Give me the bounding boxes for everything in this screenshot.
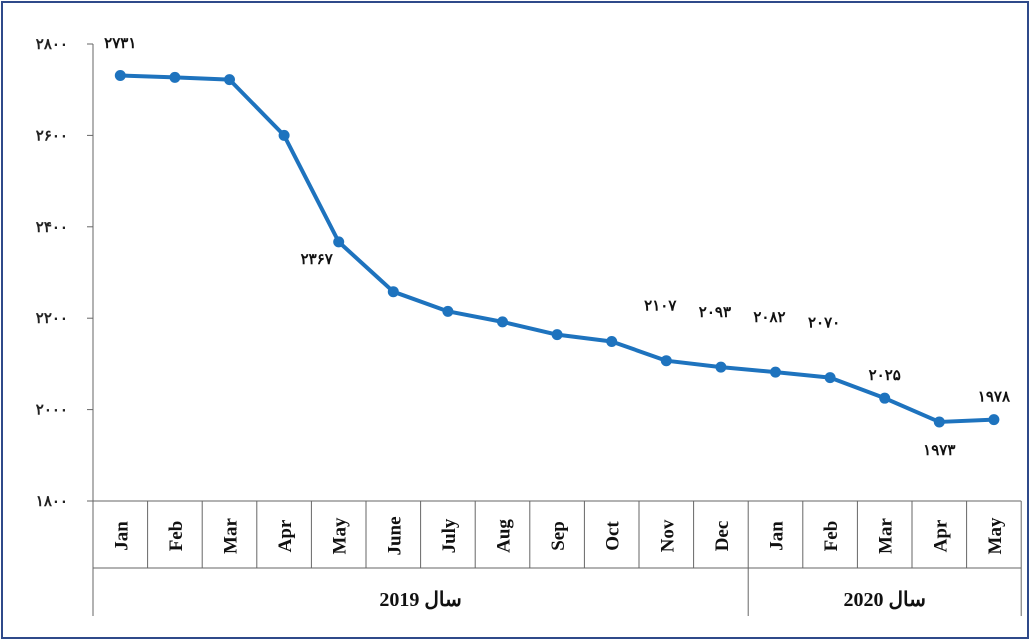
- series-line: [120, 73, 994, 424]
- data-point: [169, 71, 181, 83]
- y-tick-label: ۲۸۰۰: [36, 35, 68, 53]
- data-point: [660, 355, 672, 367]
- x-tick-label: Oct: [603, 521, 624, 551]
- data-point: [278, 129, 290, 141]
- y-tick-label: ۲۴۰۰: [36, 218, 68, 236]
- x-tick-label: May: [330, 517, 351, 554]
- x-tick-label: Mar: [221, 518, 242, 554]
- data-label: ۱۹۷۳: [923, 441, 955, 459]
- data-point: [824, 372, 836, 384]
- data-label: ۲۳۶۷: [301, 250, 334, 268]
- y-tick-label: ۲۲۰۰: [36, 309, 68, 327]
- x-tick-label: May: [985, 517, 1006, 554]
- data-point: [879, 392, 891, 404]
- x-tick-label: Mar: [876, 518, 897, 554]
- x-tick-label: Jan: [111, 521, 132, 551]
- x-tick-label: Apr: [275, 519, 296, 552]
- data-point: [770, 366, 781, 378]
- x-tick-label: Nov: [657, 519, 678, 552]
- data-label: ۱۹۷۸: [978, 388, 1011, 406]
- data-label: ۲۰۹۳: [699, 303, 731, 321]
- x-tick-label: Sep: [548, 521, 569, 551]
- data-point: [715, 361, 727, 373]
- data-label: ۲۷۳۱: [104, 34, 136, 52]
- x-tick-label: Apr: [930, 519, 951, 552]
- y-tick-label: ۲۰۰۰: [36, 401, 68, 419]
- data-point: [606, 336, 618, 348]
- y-tick-label: ۲۶۰۰: [36, 126, 68, 144]
- x-tick-label: Jan: [767, 521, 788, 551]
- x-tick-label: Feb: [821, 521, 842, 552]
- data-point: [551, 329, 563, 341]
- data-label: ۲۰۸۲: [753, 308, 785, 326]
- data-point: [497, 316, 508, 328]
- x-tick-label: July: [439, 518, 460, 553]
- data-point: [224, 74, 235, 86]
- x-group-label: سال 2020: [844, 589, 926, 611]
- data-label: ۲۱۰۷: [644, 297, 677, 315]
- x-tick-label: June: [384, 516, 405, 555]
- x-tick-label: Feb: [166, 521, 187, 552]
- data-point: [387, 286, 399, 298]
- data-label: ۲۰۲۵: [869, 366, 901, 384]
- x-group-label: سال 2019: [379, 589, 461, 611]
- y-tick-label: ۱۸۰۰: [36, 492, 68, 510]
- x-tick-label: Aug: [494, 519, 515, 553]
- data-point: [333, 236, 345, 248]
- data-point: [114, 70, 126, 82]
- data-point: [442, 305, 454, 317]
- data-label: ۲۰۷۰: [808, 314, 840, 332]
- x-tick-label: Dec: [712, 521, 733, 552]
- data-point: [933, 416, 945, 428]
- data-point: [988, 414, 1000, 426]
